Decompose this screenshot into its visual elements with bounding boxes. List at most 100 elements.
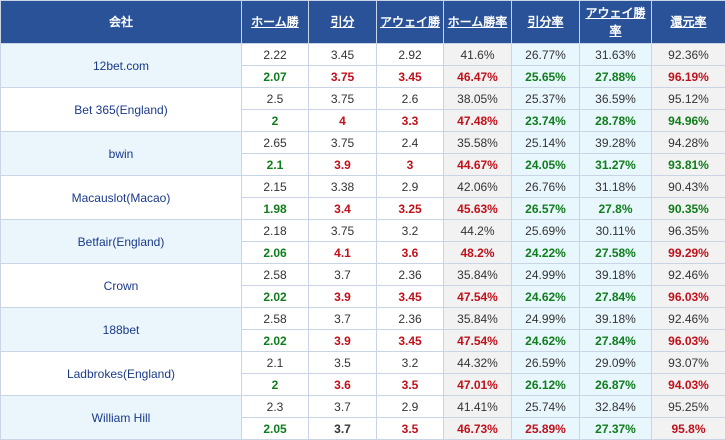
bookmaker-row-open: Betfair(England) 2.18 3.75 3.2 44.2% 25.69% 30… — [0, 219, 725, 264]
odds-open-cell: 2.18 — [241, 219, 309, 242]
bookmaker-row-live: 2.02 3.9 3.45 47.54% 24.62% 27.84% 96.03% — [1, 329, 725, 352]
odds-open-cell: 2.22 — [241, 43, 309, 66]
sort-draw[interactable]: 引分 — [330, 15, 355, 29]
odds-open-cell: 39.28% — [579, 131, 652, 154]
header-away-rate[interactable]: アウェイ勝率 — [579, 0, 652, 44]
odds-open-cell: 3.45 — [308, 43, 377, 66]
odds-live-cell: 44.67% — [443, 153, 512, 176]
odds-body: 12bet.com 2.22 3.45 2.92 41.6% 26.77% 31.63% 92… — [0, 43, 725, 440]
odds-open-cell: 44.32% — [443, 351, 512, 374]
odds-live-cell: 94.96% — [651, 109, 725, 132]
bookmaker-name-link[interactable]: 12bet.com — [0, 43, 242, 88]
odds-open-cell: 2.15 — [241, 175, 309, 198]
odds-open-cell: 42.06% — [443, 175, 512, 198]
odds-live-cell: 47.01% — [443, 373, 512, 396]
odds-open-cell: 92.46% — [651, 263, 725, 286]
sort-away-win[interactable]: アウェイ勝 — [379, 15, 440, 29]
odds-open-cell: 3.2 — [376, 351, 444, 374]
bookmaker-row-live: 2.05 3.7 3.5 46.73% 25.89% 27.37% 95.8% — [1, 417, 725, 440]
odds-live-cell: 3.9 — [308, 329, 377, 352]
sort-away-rate[interactable]: アウェイ勝率 — [585, 6, 646, 38]
header-home-win[interactable]: ホーム勝 — [241, 0, 309, 44]
odds-live-cell: 3.7 — [308, 417, 377, 440]
header-return-rate[interactable]: 還元率 — [651, 0, 725, 44]
bookmaker-name-link[interactable]: William Hill — [0, 395, 242, 440]
odds-open-cell: 44.2% — [443, 219, 512, 242]
odds-live-cell: 47.54% — [443, 285, 512, 308]
odds-live-cell: 27.8% — [579, 197, 652, 220]
bookmaker-name-link[interactable]: Crown — [0, 263, 242, 308]
sort-home-rate[interactable]: ホーム勝率 — [447, 15, 508, 29]
odds-open-cell: 32.84% — [579, 395, 652, 418]
odds-live-cell: 3.45 — [376, 329, 444, 352]
odds-open-cell: 2.5 — [241, 87, 309, 110]
odds-open-cell: 2.1 — [241, 351, 309, 374]
odds-live-cell: 2 — [241, 109, 309, 132]
odds-live-cell: 47.48% — [443, 109, 512, 132]
sort-home-win[interactable]: ホーム勝 — [251, 15, 299, 29]
bookmaker-name-link[interactable]: Bet 365(England) — [0, 87, 242, 132]
bookmaker-name-link[interactable]: bwin — [0, 131, 242, 176]
odds-open-cell: 25.14% — [511, 131, 580, 154]
bookmaker-row-open: Crown 2.58 3.7 2.36 35.84% 24.99% 39.18% 92.46% — [0, 263, 725, 308]
odds-live-cell: 46.47% — [443, 65, 512, 88]
odds-live-cell: 23.74% — [511, 109, 580, 132]
odds-live-cell: 3.6 — [376, 241, 444, 264]
odds-open-cell: 29.09% — [579, 351, 652, 374]
sort-return-rate[interactable]: 還元率 — [670, 15, 707, 29]
odds-open-cell: 93.07% — [651, 351, 725, 374]
odds-live-cell: 45.63% — [443, 197, 512, 220]
odds-open-cell: 36.59% — [579, 87, 652, 110]
odds-live-cell: 48.2% — [443, 241, 512, 264]
odds-live-cell: 93.81% — [651, 153, 725, 176]
odds-open-cell: 2.3 — [241, 395, 309, 418]
odds-live-cell: 24.22% — [511, 241, 580, 264]
odds-open-cell: 90.43% — [651, 175, 725, 198]
odds-open-cell: 3.2 — [376, 219, 444, 242]
bookmaker-row-live: 2.07 3.75 3.45 46.47% 25.65% 27.88% 96.19% — [1, 65, 725, 88]
odds-live-cell: 24.62% — [511, 329, 580, 352]
header-draw-rate[interactable]: 引分率 — [511, 0, 580, 44]
odds-open-cell: 39.18% — [579, 263, 652, 286]
bookmaker-row-open: William Hill 2.3 3.7 2.9 41.41% 25.74% 32.84% 9… — [0, 395, 725, 440]
odds-open-cell: 26.77% — [511, 43, 580, 66]
odds-live-cell: 28.78% — [579, 109, 652, 132]
header-row: 会社 ホーム勝 引分 アウェイ勝 ホーム勝率 引分率 アウェイ勝率 還元率 — [0, 0, 725, 44]
odds-open-cell: 30.11% — [579, 219, 652, 242]
odds-live-cell: 27.84% — [579, 329, 652, 352]
odds-live-cell: 3.9 — [308, 153, 377, 176]
bookmaker-name-link[interactable]: Macauslot(Macao) — [0, 175, 242, 220]
header-home-rate[interactable]: ホーム勝率 — [443, 0, 512, 44]
odds-live-cell: 3.75 — [308, 65, 377, 88]
odds-live-cell: 3.25 — [376, 197, 444, 220]
bookmaker-name-link[interactable]: Betfair(England) — [0, 219, 242, 264]
odds-open-cell: 35.84% — [443, 307, 512, 330]
header-away-win[interactable]: アウェイ勝 — [376, 0, 444, 44]
odds-open-cell: 3.7 — [308, 307, 377, 330]
odds-live-cell: 27.58% — [579, 241, 652, 264]
odds-live-cell: 31.27% — [579, 153, 652, 176]
odds-open-cell: 2.4 — [376, 131, 444, 154]
odds-open-cell: 2.36 — [376, 307, 444, 330]
sort-draw-rate[interactable]: 引分率 — [527, 15, 564, 29]
odds-live-cell: 24.05% — [511, 153, 580, 176]
odds-live-cell: 1.98 — [241, 197, 309, 220]
bookmaker-row-open: Ladbrokes(England) 2.1 3.5 3.2 44.32% 26.59% 2… — [0, 351, 725, 396]
header-draw[interactable]: 引分 — [308, 0, 377, 44]
odds-open-cell: 92.46% — [651, 307, 725, 330]
odds-open-cell: 39.18% — [579, 307, 652, 330]
odds-live-cell: 3 — [376, 153, 444, 176]
odds-open-cell: 26.59% — [511, 351, 580, 374]
bookmaker-name-link[interactable]: 188bet — [0, 307, 242, 352]
odds-live-cell: 3.4 — [308, 197, 377, 220]
odds-live-cell: 99.29% — [651, 241, 725, 264]
odds-live-cell: 27.37% — [579, 417, 652, 440]
odds-open-cell: 94.28% — [651, 131, 725, 154]
odds-open-cell: 2.58 — [241, 263, 309, 286]
odds-live-cell: 96.03% — [651, 285, 725, 308]
odds-live-cell: 26.57% — [511, 197, 580, 220]
odds-open-cell: 96.35% — [651, 219, 725, 242]
bookmaker-row-live: 2.02 3.9 3.45 47.54% 24.62% 27.84% 96.03% — [1, 285, 725, 308]
bookmaker-name-link[interactable]: Ladbrokes(England) — [0, 351, 242, 396]
odds-open-cell: 95.25% — [651, 395, 725, 418]
